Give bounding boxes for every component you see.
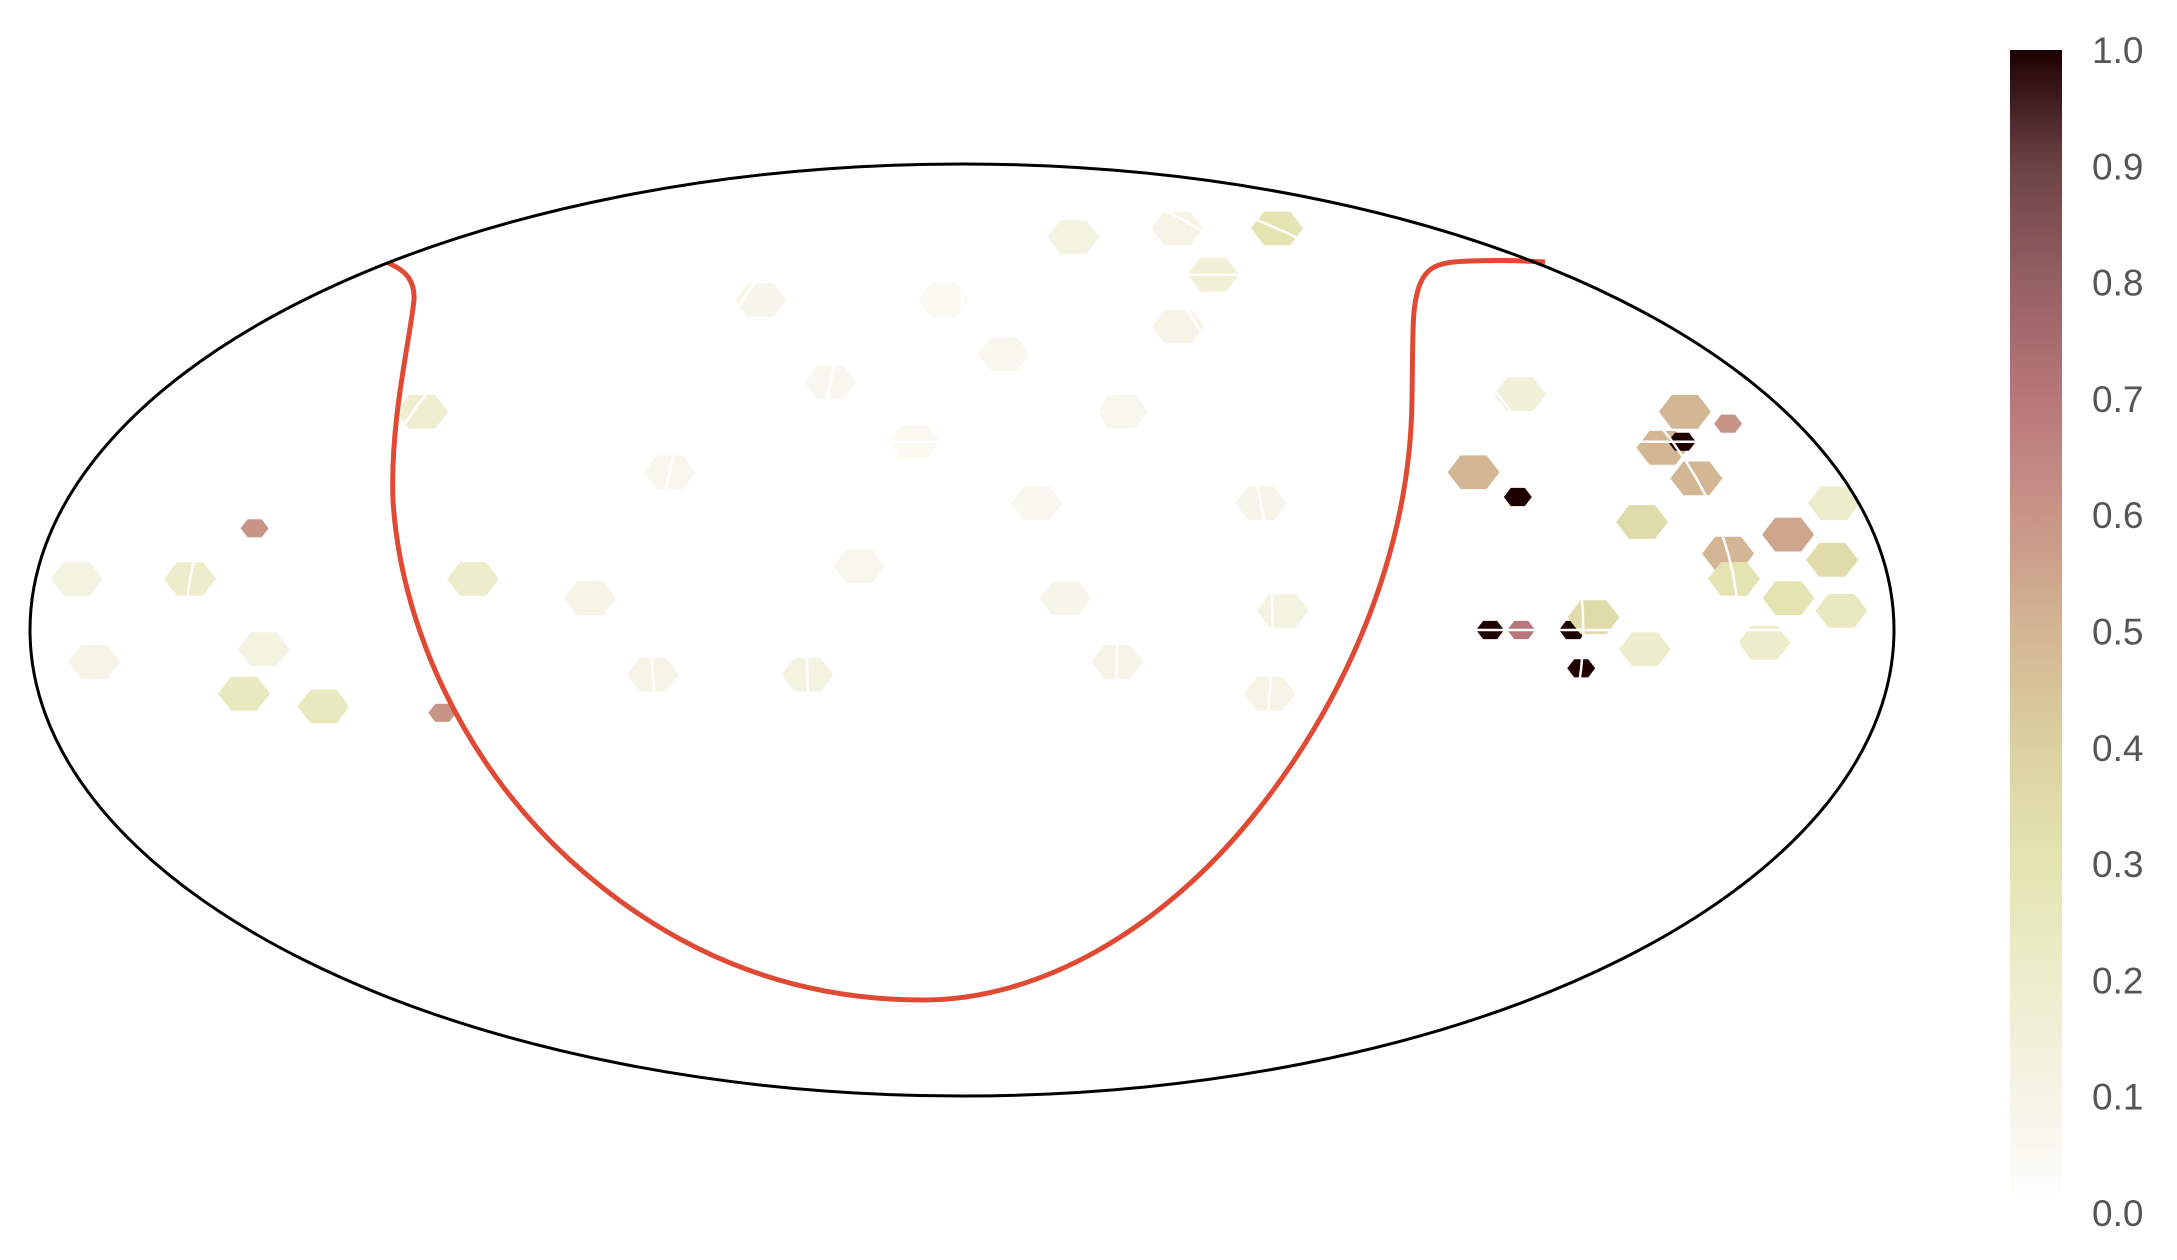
hexbin-cell-14 [1256, 594, 1309, 628]
hexbin-cell-17 [396, 394, 449, 429]
colorbar-tick-label: 0.6 [2092, 495, 2143, 536]
hexbin-cell-4 [833, 549, 886, 584]
hexbin-cell-3 [1010, 486, 1063, 521]
meridian--150 [184, 164, 963, 1096]
hexbin-cell-37 [1762, 517, 1815, 552]
meridian-150 [961, 164, 1740, 1096]
hexbin-cell-38 [1806, 543, 1859, 577]
colorbar-tick-label: 0.2 [2092, 960, 2143, 1001]
meridian-120 [961, 164, 1585, 1096]
colorbar: 0.0 0.1 0.2 0.3 0.4 0.5 0.6 0.7 0.8 0.9 1.0 [2010, 30, 2143, 1234]
meridian--120 [339, 164, 963, 1096]
hexbin-cell-8 [1047, 220, 1100, 254]
colorbar-gradient [2010, 50, 2062, 1213]
hexbin-cell-10 [1152, 309, 1205, 344]
colorbar-tick-label: 0.7 [2092, 379, 2143, 420]
colorbar-tick-label: 0.0 [2092, 1193, 2143, 1234]
colorbar-tick-label: 0.3 [2092, 844, 2143, 885]
sky-map [28, 162, 1896, 1098]
hexbin-cell-35 [1616, 505, 1668, 539]
meridian-60 [961, 164, 1274, 1096]
hexbin-cell-34 [1714, 414, 1743, 433]
meridian-90 [961, 164, 1430, 1096]
hexbin-cell-33 [1658, 394, 1711, 429]
colorbar-tick-label: 0.8 [2092, 263, 2143, 304]
hexbin-cell-43 [1567, 600, 1620, 635]
hexbin-cell-40 [1762, 581, 1815, 615]
colorbar-tick-label: 1.0 [2092, 30, 2143, 71]
hexbin-cell-13 [564, 581, 617, 615]
colorbar-ticks: 0.0 0.1 0.2 0.3 0.4 0.5 0.6 0.7 0.8 0.9 1.0 [2092, 30, 2143, 1234]
colorbar-tick-label: 0.4 [2092, 728, 2143, 769]
map-outline [28, 162, 1896, 1098]
colorbar-tick-label: 0.5 [2092, 612, 2143, 653]
hexbin-cell-50 [1807, 486, 1860, 521]
hexbin-cell-1 [977, 337, 1030, 371]
hexbin-cell-21 [237, 632, 290, 666]
hexbin-cell-24 [217, 676, 270, 711]
hexbin-cell-47 [1738, 625, 1791, 660]
hexbin-cell-46 [1618, 632, 1671, 666]
hexbin-cell-18 [240, 519, 269, 538]
hexbin-cell-26 [428, 703, 457, 722]
meridian--60 [650, 164, 963, 1096]
hexbin-cell-22 [50, 562, 103, 596]
hexbin-cell-0 [917, 283, 970, 317]
graticule-grid [30, 164, 1894, 1096]
hexbin-cell-25 [447, 562, 500, 596]
meridian--90 [494, 164, 963, 1096]
colorbar-tick-label: 0.1 [2092, 1077, 2143, 1118]
boundary-curve [387, 258, 1546, 1003]
hexbin-cell-48 [1815, 594, 1868, 628]
colorbar-tick-label: 0.9 [2092, 146, 2143, 187]
hexbin-cell-16 [1151, 211, 1204, 246]
hexbin-cell-5 [1039, 581, 1092, 615]
hexbin-cell-20 [297, 689, 350, 724]
meridian--30 [805, 164, 963, 1096]
meridian-30 [961, 164, 1119, 1096]
hexbin-cell-27 [1494, 377, 1547, 412]
hexbin-cell-29 [1503, 487, 1532, 507]
hexbin-cell-7 [1096, 394, 1149, 429]
hexbin-cell-28 [1447, 455, 1500, 490]
hexbin-cell-23 [68, 645, 121, 679]
